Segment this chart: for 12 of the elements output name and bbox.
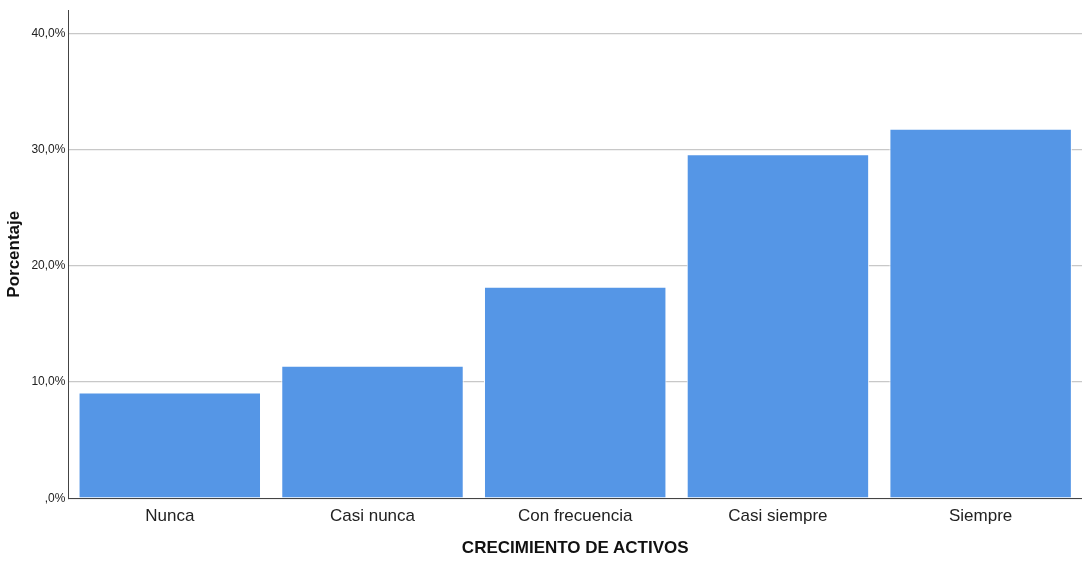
x-tick-label: Nunca (145, 506, 195, 526)
x-tick-label: Siempre (948, 506, 1013, 526)
y-tick-label: 10,0% (31, 374, 66, 389)
y-tick-label: 30,0% (31, 141, 66, 156)
x-tick-label: Casi nunca (329, 506, 416, 526)
x-tick-label: Casi siempre (728, 506, 828, 526)
x-axis-title: CRECIMIENTO DE ACTIVOS (461, 538, 689, 558)
y-axis-title: Porcentaje (3, 210, 23, 298)
y-tick-label: 40,0% (31, 25, 66, 40)
y-tick-label: ,0% (44, 490, 66, 505)
x-tick-label: Con frecuencia (518, 506, 633, 526)
y-tick-label: 20,0% (31, 258, 66, 273)
